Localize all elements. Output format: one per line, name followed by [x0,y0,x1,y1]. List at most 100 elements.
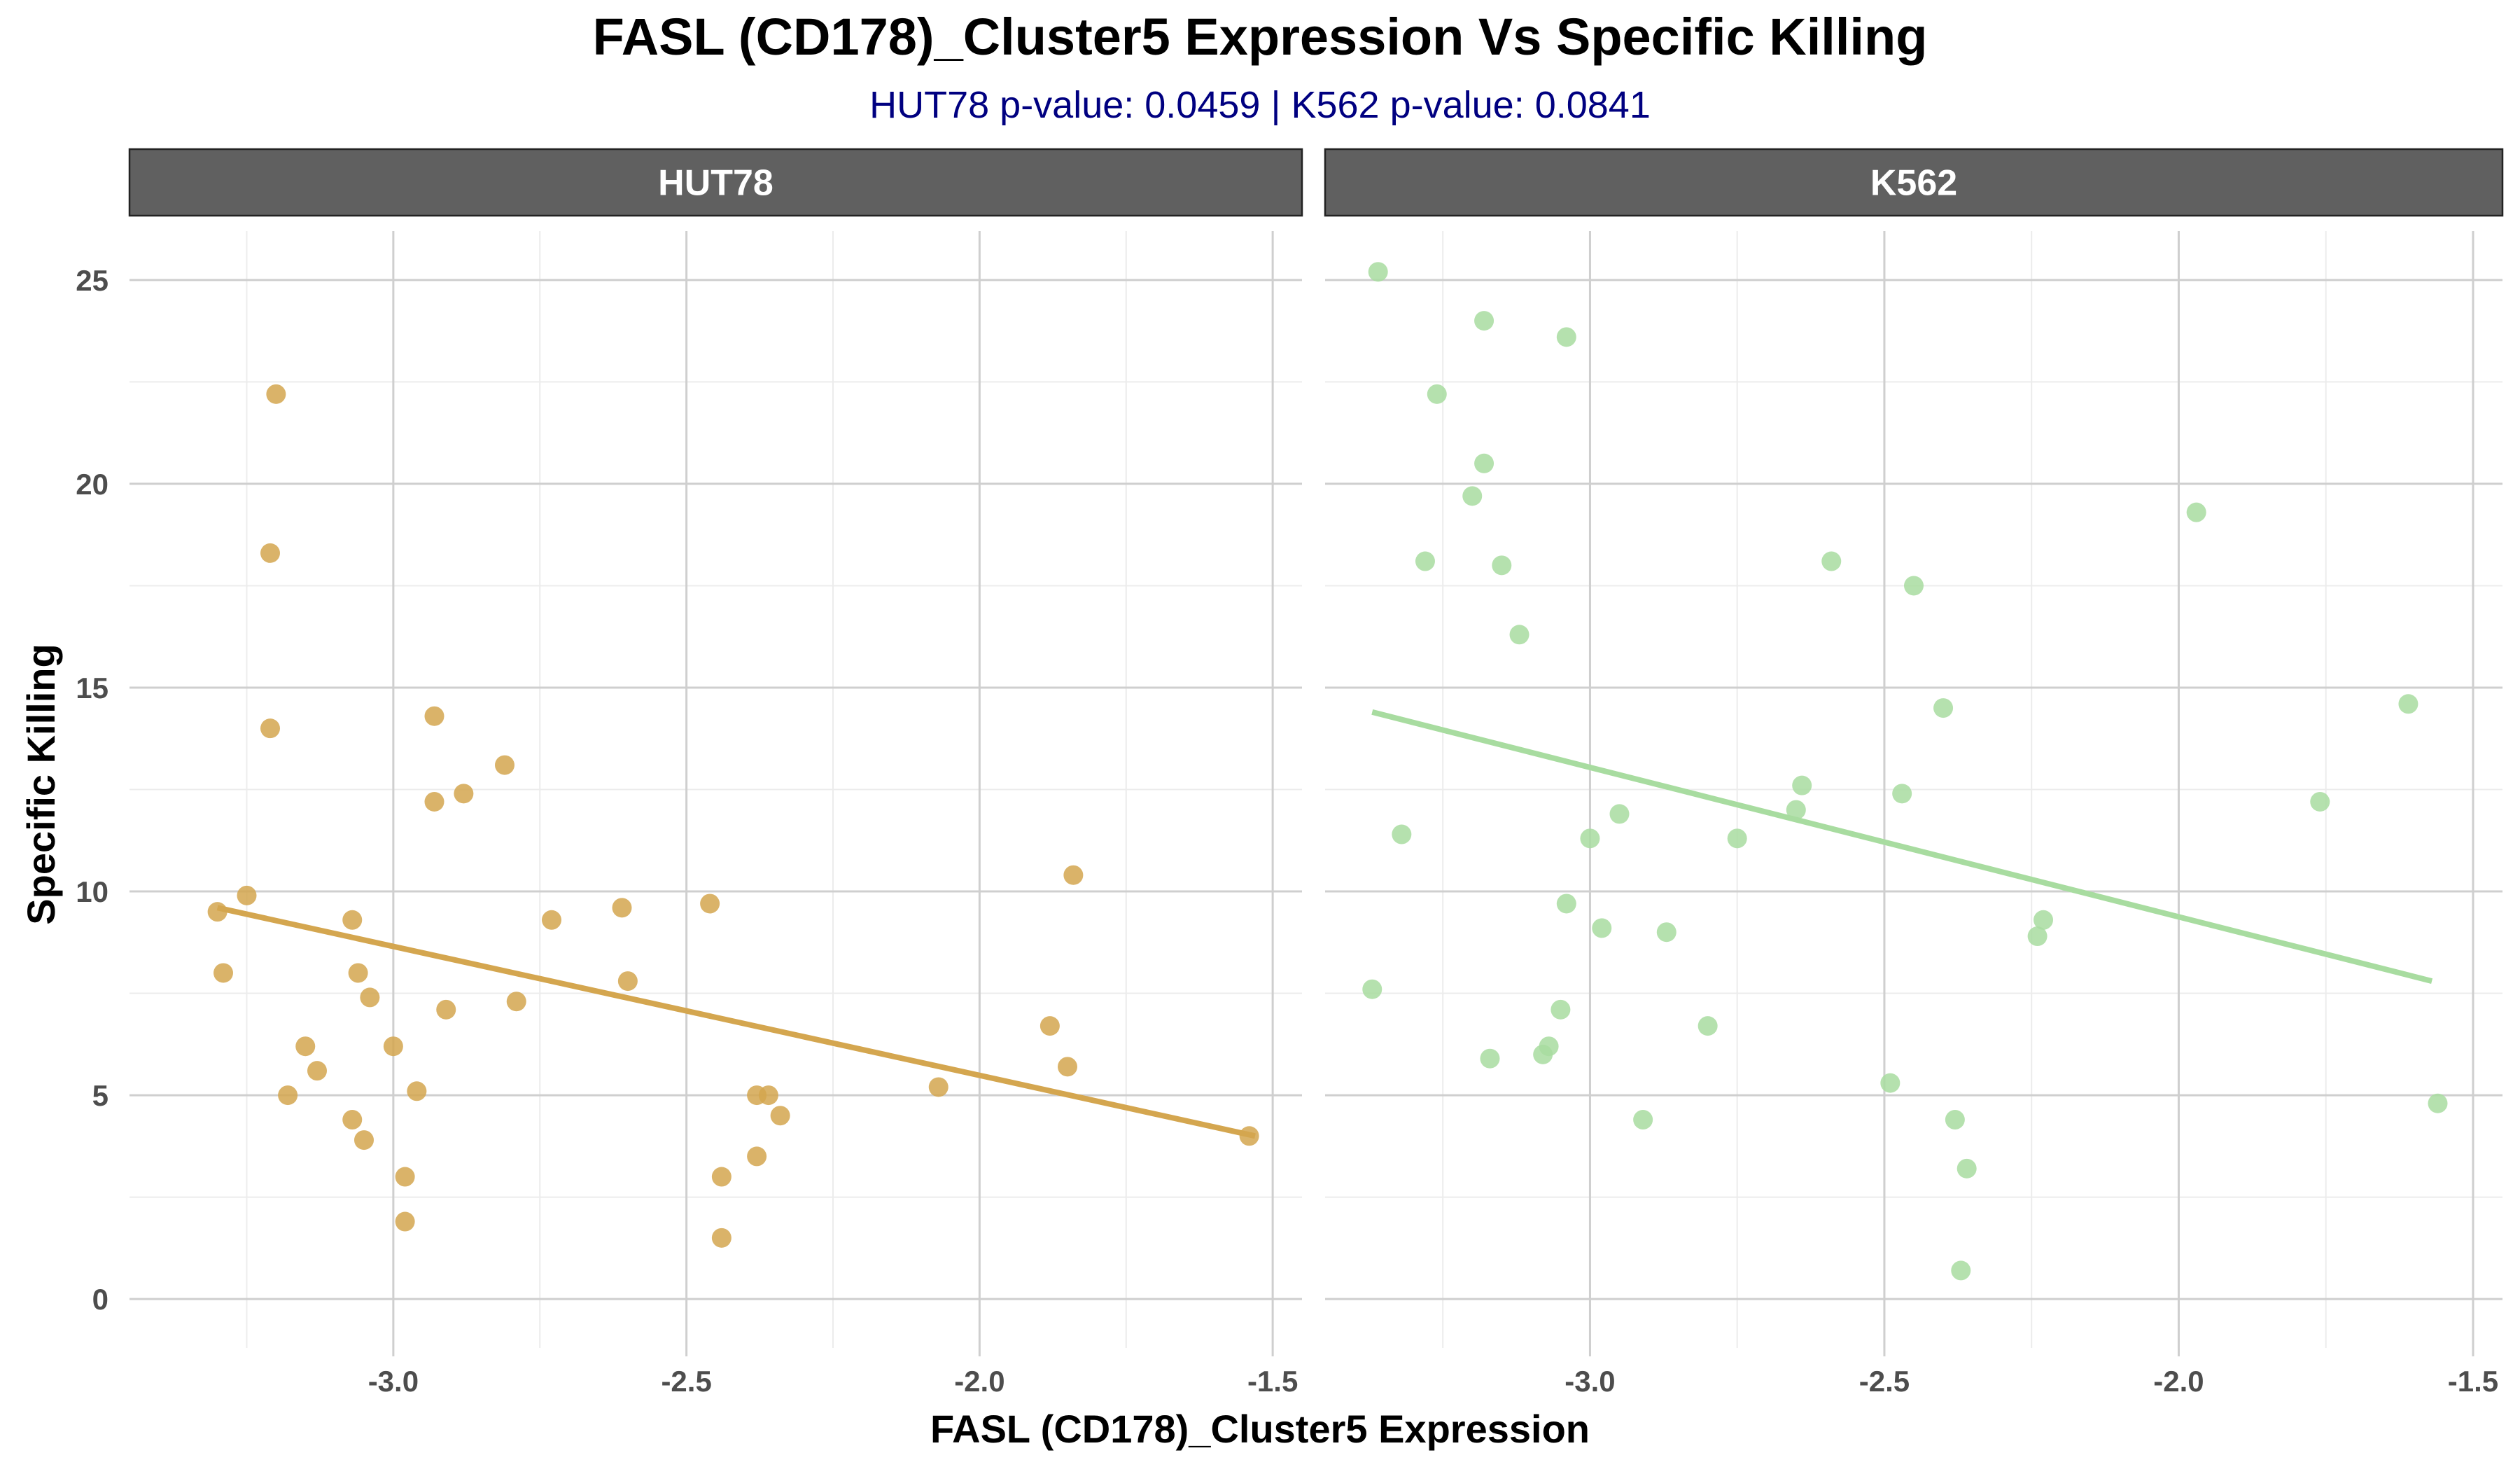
x-tick-label: -2.0 [2153,1365,2204,1398]
data-point [383,1036,403,1057]
y-axis-title: Specific Killing [19,644,63,924]
data-point [424,706,444,726]
y-tick-label: 10 [76,875,108,908]
facet-strip-label: HUT78 [658,163,774,204]
x-axis-title: FASL (CD178)_Cluster5 Expression [930,1407,1590,1451]
data-point [928,1077,948,1097]
data-point [700,894,720,914]
data-point [1880,1073,1900,1093]
data-point [454,784,474,804]
data-point [1633,1110,1653,1130]
data-point [1656,922,1676,943]
trend-line [216,905,1256,1139]
data-point [1556,894,1576,914]
y-tick-label: 25 [76,264,108,297]
y-tick-label: 5 [92,1079,108,1112]
data-point [1040,1016,1060,1036]
plot-layer: HUT78 -3.0 -2.5 -2.0 -1.5 0 5 10 15 20 25 K562 -3.0 -… [76,148,2504,1398]
data-point [1951,1260,1971,1281]
data-point [1933,698,1954,718]
data-point [360,987,380,1008]
data-point [237,885,257,905]
data-point [260,543,280,563]
y-tick-label: 15 [76,672,108,704]
data-point [1821,551,1842,571]
data-point [1362,979,1382,999]
data-point [1698,1016,1718,1036]
x-tick-label: -1.5 [2448,1365,2498,1398]
data-point [747,1146,767,1167]
data-point [1368,262,1388,282]
data-point [295,1036,316,1057]
data-point [2186,502,2206,522]
data-point [1792,775,1812,795]
data-point [307,1061,327,1081]
x-tick-label: -2.5 [661,1365,711,1398]
data-point [1956,1158,1977,1178]
data-point [1727,828,1747,849]
facet-strip-label: K562 [1870,163,1957,204]
data-point [542,910,561,930]
data-point [2310,791,2330,812]
chart-title: FASL (CD178)_Cluster5 Expression Vs Spec… [593,8,1928,66]
data-point [770,1106,790,1126]
data-point [617,971,638,992]
data-point [2033,910,2054,930]
data-point [407,1081,427,1101]
data-point [2398,694,2418,714]
data-point [1480,1048,1500,1069]
data-point [1786,800,1806,820]
data-point [354,1130,374,1150]
data-point [1539,1036,1559,1057]
x-tick-label: -3.0 [368,1365,419,1398]
data-point [1392,824,1412,844]
facet-panel-hut78: HUT78 -3.0 -2.5 -2.0 -1.5 0 5 10 15 20 25 [76,148,1303,1398]
y-tick-label: 0 [92,1283,108,1316]
data-point [395,1167,415,1187]
data-point [342,1110,363,1130]
data-point [1509,625,1530,645]
x-tick-label: -2.5 [1859,1365,1910,1398]
data-point [711,1167,732,1187]
data-point [506,992,526,1012]
data-point [495,755,514,775]
data-point [1550,999,1571,1020]
data-point [1474,311,1494,331]
data-point [2027,926,2047,947]
data-point [214,963,233,983]
data-point [1427,384,1447,404]
data-point [1580,828,1600,849]
data-point [758,1085,778,1106]
data-point [1462,486,1483,506]
facet-strip [128,148,1303,217]
data-point [711,1228,732,1248]
data-point [278,1085,298,1106]
data-point [395,1211,415,1232]
data-point [348,963,368,983]
trend-line [1371,709,2433,984]
facet-strip [1324,148,2504,217]
data-point [1592,918,1612,938]
data-point [1556,327,1576,347]
data-point [1945,1110,1965,1130]
x-tick-label: -3.0 [1564,1365,1615,1398]
data-point [2428,1093,2448,1113]
chart-subtitle: HUT78 p-value: 0.0459 | K562 p-value: 0.… [869,84,1651,126]
data-point [436,999,456,1020]
data-point [1492,555,1512,576]
data-point [1474,453,1494,473]
data-point [612,898,632,918]
facet-panel-k562: K562 -3.0 -2.5 -2.0 -1.5 [1324,148,2504,1398]
y-tick-label: 20 [76,468,108,501]
data-point [1904,576,1924,596]
data-point [1415,551,1435,571]
data-point [260,718,280,739]
data-point [424,791,444,812]
data-point [1892,784,1912,804]
data-point [342,910,363,930]
data-point [1609,804,1630,824]
x-tick-label: -2.0 [954,1365,1004,1398]
data-point [266,384,286,404]
